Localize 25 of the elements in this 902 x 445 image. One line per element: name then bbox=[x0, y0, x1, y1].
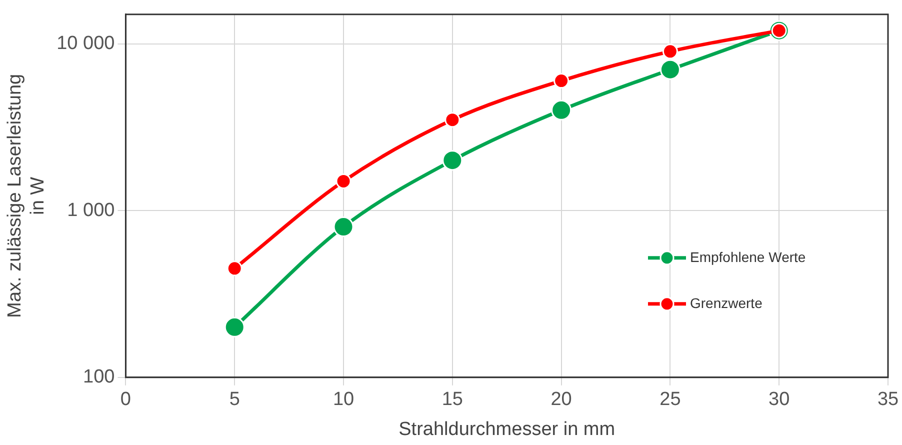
x-axis-title: Strahldurchmesser in mm bbox=[398, 418, 616, 440]
legend-label: Empfohlene Werte bbox=[690, 248, 806, 265]
point bbox=[662, 44, 678, 60]
point bbox=[554, 73, 570, 89]
x-tick-label: 15 bbox=[442, 389, 463, 410]
point bbox=[333, 216, 354, 238]
y-tick-label: 10 000 bbox=[56, 33, 115, 54]
y-axis-title: Max. zulässige Laserleistung in W bbox=[4, 74, 48, 318]
x-tick-label: 35 bbox=[877, 389, 899, 410]
x-tick-label: 30 bbox=[768, 389, 790, 410]
point bbox=[442, 150, 463, 171]
point bbox=[660, 59, 680, 80]
y-tick-label: 100 bbox=[83, 366, 115, 388]
point bbox=[226, 260, 242, 276]
legend-label: Grenzwerte bbox=[690, 294, 763, 311]
point bbox=[444, 112, 460, 128]
x-tick-label: 5 bbox=[229, 389, 240, 410]
point bbox=[224, 316, 245, 338]
point bbox=[551, 100, 572, 120]
x-tick-label: 20 bbox=[550, 389, 572, 410]
x-tick-label: 25 bbox=[660, 389, 681, 410]
x-tick-label: 10 bbox=[332, 389, 354, 410]
point bbox=[336, 173, 352, 189]
y-tick-label: 1 000 bbox=[67, 200, 115, 221]
x-tick-label: 0 bbox=[120, 389, 131, 410]
